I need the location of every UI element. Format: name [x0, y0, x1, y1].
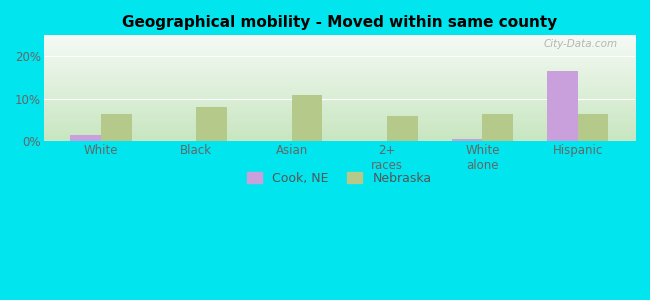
- Bar: [547, 71, 578, 141]
- Bar: [101, 114, 131, 141]
- Bar: [482, 114, 513, 141]
- Bar: [578, 114, 608, 141]
- Text: City-Data.com: City-Data.com: [543, 38, 618, 49]
- Bar: [452, 139, 482, 141]
- Bar: [70, 135, 101, 141]
- Bar: [292, 95, 322, 141]
- Bar: [387, 116, 417, 141]
- Bar: [196, 107, 227, 141]
- Legend: Cook, NE, Nebraska: Cook, NE, Nebraska: [242, 167, 437, 190]
- Title: Geographical mobility - Moved within same county: Geographical mobility - Moved within sam…: [122, 15, 557, 30]
